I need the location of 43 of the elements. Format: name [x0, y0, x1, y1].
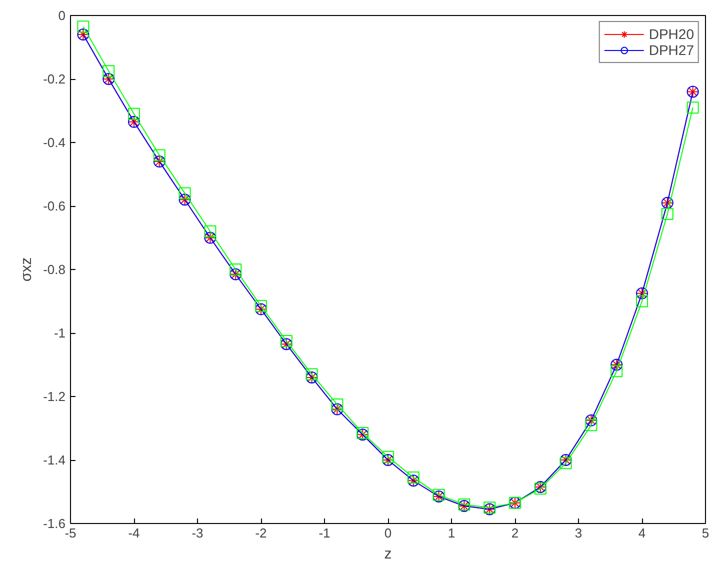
y-tick-label: -1.2: [43, 389, 66, 404]
y-tick-label: -1.6: [43, 516, 66, 531]
point: [77, 20, 90, 33]
x-tick-label: 4: [638, 526, 646, 540]
point: [585, 419, 598, 432]
x-tick-label: -5: [64, 526, 76, 540]
x-tick-label: 5: [702, 526, 710, 540]
x-tick-label: 3: [574, 526, 582, 540]
point: [636, 295, 648, 308]
point: [153, 149, 166, 162]
y-tick-label: -1.4: [43, 452, 66, 468]
point: [306, 368, 318, 380]
y-tick-label: -0.4: [43, 135, 66, 150]
point: [407, 471, 420, 484]
x-tick-label: -2: [255, 526, 267, 540]
x-axis-title: z: [384, 546, 392, 562]
point: [331, 398, 344, 410]
point: [661, 208, 674, 220]
point: [255, 300, 267, 312]
point: [128, 108, 140, 120]
y-tick-label: -0.2: [43, 72, 66, 86]
y-tick-label: 0: [58, 8, 66, 23]
y-axis-title: σxz: [18, 257, 36, 282]
point: [280, 334, 292, 347]
point: [102, 65, 115, 78]
y-tick-label: -0.6: [43, 198, 66, 214]
x-tick-label: 2: [511, 526, 519, 540]
x-tick-label: -4: [128, 526, 140, 540]
x-tick-label: 1: [448, 526, 456, 540]
legend-label: DPH20: [648, 26, 694, 42]
legend-label: DPH27: [648, 42, 694, 58]
point: [204, 225, 216, 238]
point: [560, 457, 572, 470]
x-tick-label: -3: [192, 526, 204, 540]
point: [178, 187, 191, 200]
x-tick-label: -1: [318, 526, 330, 540]
x-tick-label: 0: [384, 526, 392, 540]
point: [382, 450, 394, 463]
point: [610, 365, 623, 378]
y-tick-label: -0.8: [43, 262, 66, 277]
point: [686, 102, 699, 114]
y-tick-label: -1: [54, 326, 66, 340]
point: [230, 264, 242, 276]
